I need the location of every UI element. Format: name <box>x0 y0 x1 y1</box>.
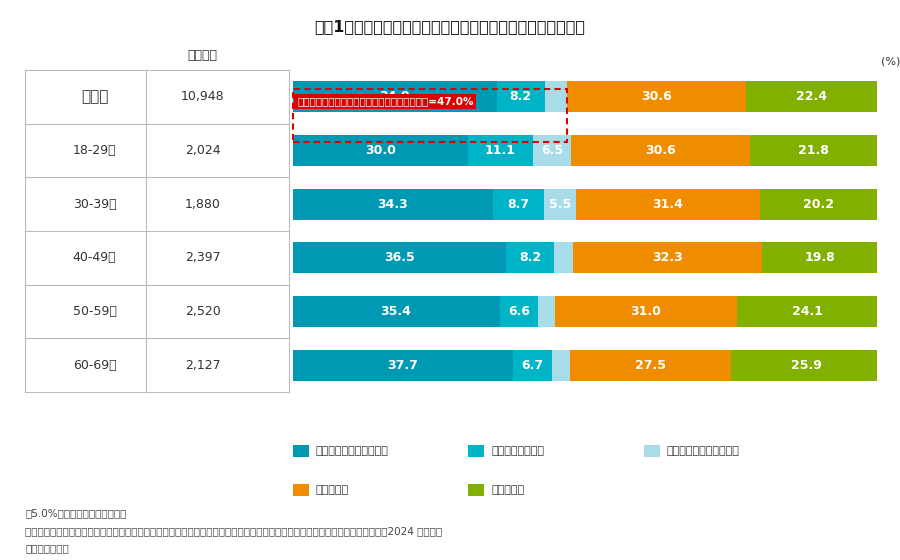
Text: 30.6: 30.6 <box>645 144 676 157</box>
Bar <box>570 349 731 381</box>
Text: 21.8: 21.8 <box>798 144 829 157</box>
Bar <box>292 81 497 113</box>
Text: 20.2: 20.2 <box>804 198 834 211</box>
Text: 8.2: 8.2 <box>519 251 541 264</box>
Text: 37.7: 37.7 <box>387 358 418 372</box>
Text: 10,948: 10,948 <box>181 90 224 104</box>
Bar <box>538 296 555 327</box>
Text: 22.4: 22.4 <box>796 90 827 104</box>
Text: 60-69歳: 60-69歳 <box>73 358 116 372</box>
Text: 全年代: 全年代 <box>81 90 108 104</box>
Text: 31.4: 31.4 <box>652 198 683 211</box>
Text: 関心がない: 関心がない <box>491 485 525 495</box>
Bar <box>497 81 544 113</box>
Bar <box>736 296 878 327</box>
Bar <box>572 242 761 273</box>
Text: 住宅ローン金利の動向に対し何らかの見解あり=47.0%: 住宅ローン金利の動向に対し何らかの見解あり=47.0% <box>297 96 473 106</box>
Bar <box>750 135 878 166</box>
Bar <box>746 81 877 113</box>
Text: 50-59歳: 50-59歳 <box>73 305 116 318</box>
Text: 30.0: 30.0 <box>364 144 396 157</box>
Text: 35.4: 35.4 <box>381 305 411 318</box>
Bar <box>493 189 544 220</box>
Text: 11.1: 11.1 <box>485 144 516 157</box>
Text: 36.5: 36.5 <box>384 251 415 264</box>
Text: 34.9: 34.9 <box>379 90 410 104</box>
Text: わからない: わからない <box>316 485 349 495</box>
Text: 現状よりも下がると思う: 現状よりも下がると思う <box>667 446 740 456</box>
Text: (%): (%) <box>881 57 900 67</box>
Text: 27.5: 27.5 <box>634 358 666 372</box>
Text: 2,127: 2,127 <box>184 358 220 372</box>
Bar <box>553 349 570 381</box>
Text: 18-29歳: 18-29歳 <box>73 144 116 157</box>
Text: 2,397: 2,397 <box>184 251 220 264</box>
Text: 5.5: 5.5 <box>549 198 572 211</box>
Text: 図表1　今後の住宅ローン金利の動向に対する考え（年代別）: 図表1 今後の住宅ローン金利の動向に対する考え（年代別） <box>314 20 586 35</box>
Text: 19.8: 19.8 <box>805 251 835 264</box>
Text: 31.0: 31.0 <box>630 305 662 318</box>
Text: ＊5.0%未満はグラフ内表記省略: ＊5.0%未満はグラフ内表記省略 <box>25 508 127 518</box>
Bar <box>500 296 538 327</box>
Bar <box>731 349 882 381</box>
Bar <box>567 81 746 113</box>
Bar <box>760 189 878 220</box>
Text: 2,520: 2,520 <box>184 305 220 318</box>
Text: 32.3: 32.3 <box>652 251 682 264</box>
Text: 30-39歳: 30-39歳 <box>73 198 116 211</box>
Text: 6.6: 6.6 <box>508 305 530 318</box>
Bar <box>292 296 500 327</box>
Text: 現状よりも上がると思う: 現状よりも上がると思う <box>316 446 389 456</box>
Text: 34.3: 34.3 <box>377 198 409 211</box>
Bar <box>544 189 576 220</box>
Bar <box>554 242 572 273</box>
Bar <box>468 135 533 166</box>
Bar <box>571 135 750 166</box>
Text: 6.7: 6.7 <box>522 358 544 372</box>
Text: 8.7: 8.7 <box>508 198 530 211</box>
Text: 回答者数: 回答者数 <box>187 49 218 62</box>
Text: ミライ研究作成: ミライ研究作成 <box>25 543 69 553</box>
Bar <box>292 135 468 166</box>
Bar <box>761 242 878 273</box>
Text: 1,880: 1,880 <box>184 198 220 211</box>
Text: 30.6: 30.6 <box>642 90 672 104</box>
Bar <box>513 349 553 381</box>
Text: 8.2: 8.2 <box>509 90 532 104</box>
Text: 40-49歳: 40-49歳 <box>73 251 116 264</box>
Text: （出所）特に出所を示していない場合、三井住友トラスト・資産のミライ研究所「住まいと資産形成に関する意識と実態調査」（2024 年）より: （出所）特に出所を示していない場合、三井住友トラスト・資産のミライ研究所「住まい… <box>25 526 442 536</box>
Text: 変わらないと思う: 変わらないと思う <box>491 446 544 456</box>
Text: 24.1: 24.1 <box>791 305 823 318</box>
Bar <box>544 81 567 113</box>
Bar <box>533 135 571 166</box>
Text: 25.9: 25.9 <box>791 358 822 372</box>
Bar <box>555 296 736 327</box>
Bar <box>576 189 760 220</box>
Text: 2,024: 2,024 <box>184 144 220 157</box>
Bar <box>292 242 506 273</box>
Bar <box>506 242 554 273</box>
Bar <box>292 349 513 381</box>
Bar <box>292 189 493 220</box>
Text: 6.5: 6.5 <box>541 144 563 157</box>
